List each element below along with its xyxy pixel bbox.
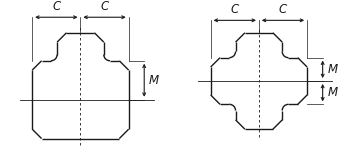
Text: M: M	[327, 86, 338, 99]
Text: C: C	[101, 0, 109, 13]
Text: C: C	[52, 0, 61, 13]
Text: M: M	[327, 63, 338, 76]
Text: C: C	[279, 3, 287, 17]
Text: C: C	[231, 3, 239, 17]
Text: M: M	[149, 74, 159, 87]
